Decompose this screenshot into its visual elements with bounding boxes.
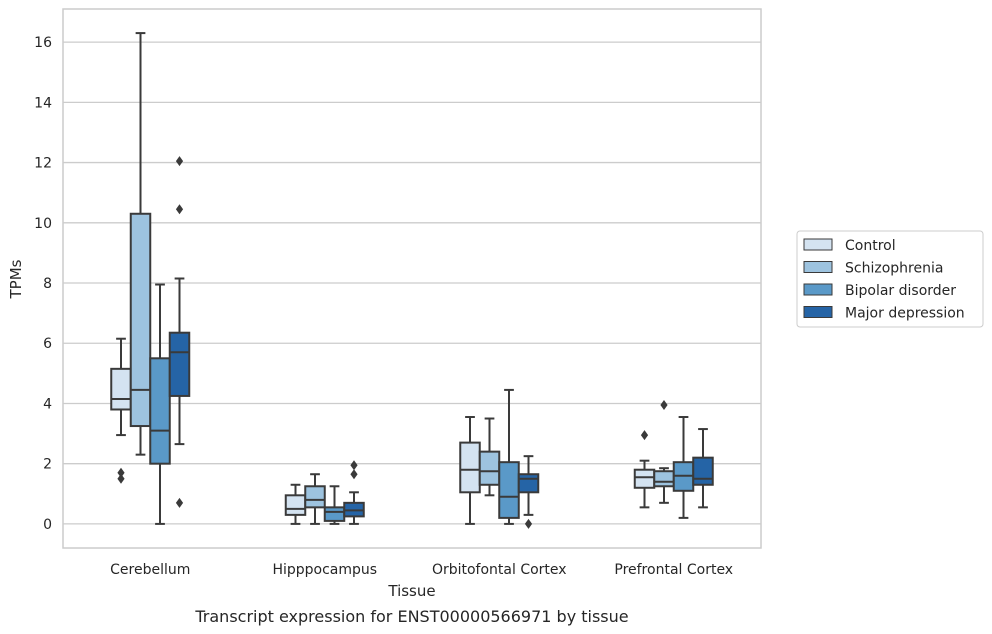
box bbox=[323, 506, 346, 522]
legend-label: Schizophrenia bbox=[845, 261, 943, 277]
y-axis-label: TPMs bbox=[7, 259, 25, 299]
outlier-point bbox=[175, 204, 184, 215]
outlier-point bbox=[660, 399, 668, 410]
box bbox=[110, 367, 132, 411]
outlier-point bbox=[640, 430, 649, 441]
box bbox=[149, 357, 171, 465]
x-tick-label: Hipppocampus bbox=[272, 562, 377, 578]
x-tick-label: Cerebellum bbox=[110, 562, 190, 578]
legend-label: Control bbox=[845, 238, 896, 254]
legend-label: Bipolar disorder bbox=[845, 283, 956, 299]
box bbox=[478, 450, 501, 486]
box bbox=[168, 331, 191, 397]
legend-swatch bbox=[803, 283, 833, 296]
legend-swatch bbox=[803, 261, 833, 273]
outlier-point bbox=[350, 469, 358, 480]
y-tick-label: 6 bbox=[43, 336, 52, 352]
box bbox=[304, 485, 326, 509]
x-tick-label: Orbitofontal Cortex bbox=[432, 562, 567, 578]
box-groups bbox=[110, 32, 714, 529]
box bbox=[498, 461, 520, 519]
legend-swatch bbox=[803, 238, 833, 251]
outlier-point bbox=[117, 473, 125, 484]
legend-swatch bbox=[803, 306, 833, 318]
y-tick-label: 0 bbox=[43, 517, 52, 533]
x-tick-label: Prefrontal Cortex bbox=[614, 562, 733, 578]
legend-label: Major depression bbox=[845, 306, 965, 322]
box bbox=[459, 441, 481, 494]
outlier-point bbox=[175, 497, 184, 508]
plot-frame bbox=[62, 8, 762, 549]
y-axis-ticks: 0 2 4 6 8 10 12 14 16 bbox=[34, 35, 52, 533]
y-tick-label: 8 bbox=[43, 276, 52, 292]
legend-frame bbox=[796, 230, 984, 328]
figure-caption: Transcript expression for ENST0000056697… bbox=[194, 607, 628, 626]
outlier-point bbox=[524, 518, 533, 529]
box bbox=[284, 494, 307, 516]
outlier-point bbox=[175, 156, 184, 167]
box bbox=[517, 473, 540, 494]
y-tick-label: 14 bbox=[34, 95, 52, 111]
y-tick-label: 16 bbox=[34, 35, 52, 51]
y-tick-label: 4 bbox=[43, 396, 52, 412]
outlier-point bbox=[117, 467, 125, 478]
y-tick-label: 12 bbox=[34, 156, 52, 172]
box bbox=[633, 468, 656, 489]
legend: Control Schizophrenia Bipolar disorder Majo… bbox=[796, 230, 984, 328]
box bbox=[653, 470, 675, 488]
box bbox=[692, 456, 714, 486]
outlier-point bbox=[350, 460, 358, 471]
box bbox=[129, 212, 152, 428]
x-axis-ticks: Cerebellum Hipppocampus Orbitofontal Corte… bbox=[110, 562, 733, 578]
y-tick-label: 10 bbox=[34, 216, 52, 232]
y-tick-label: 2 bbox=[43, 457, 52, 473]
x-axis-label: Tissue bbox=[387, 582, 435, 600]
